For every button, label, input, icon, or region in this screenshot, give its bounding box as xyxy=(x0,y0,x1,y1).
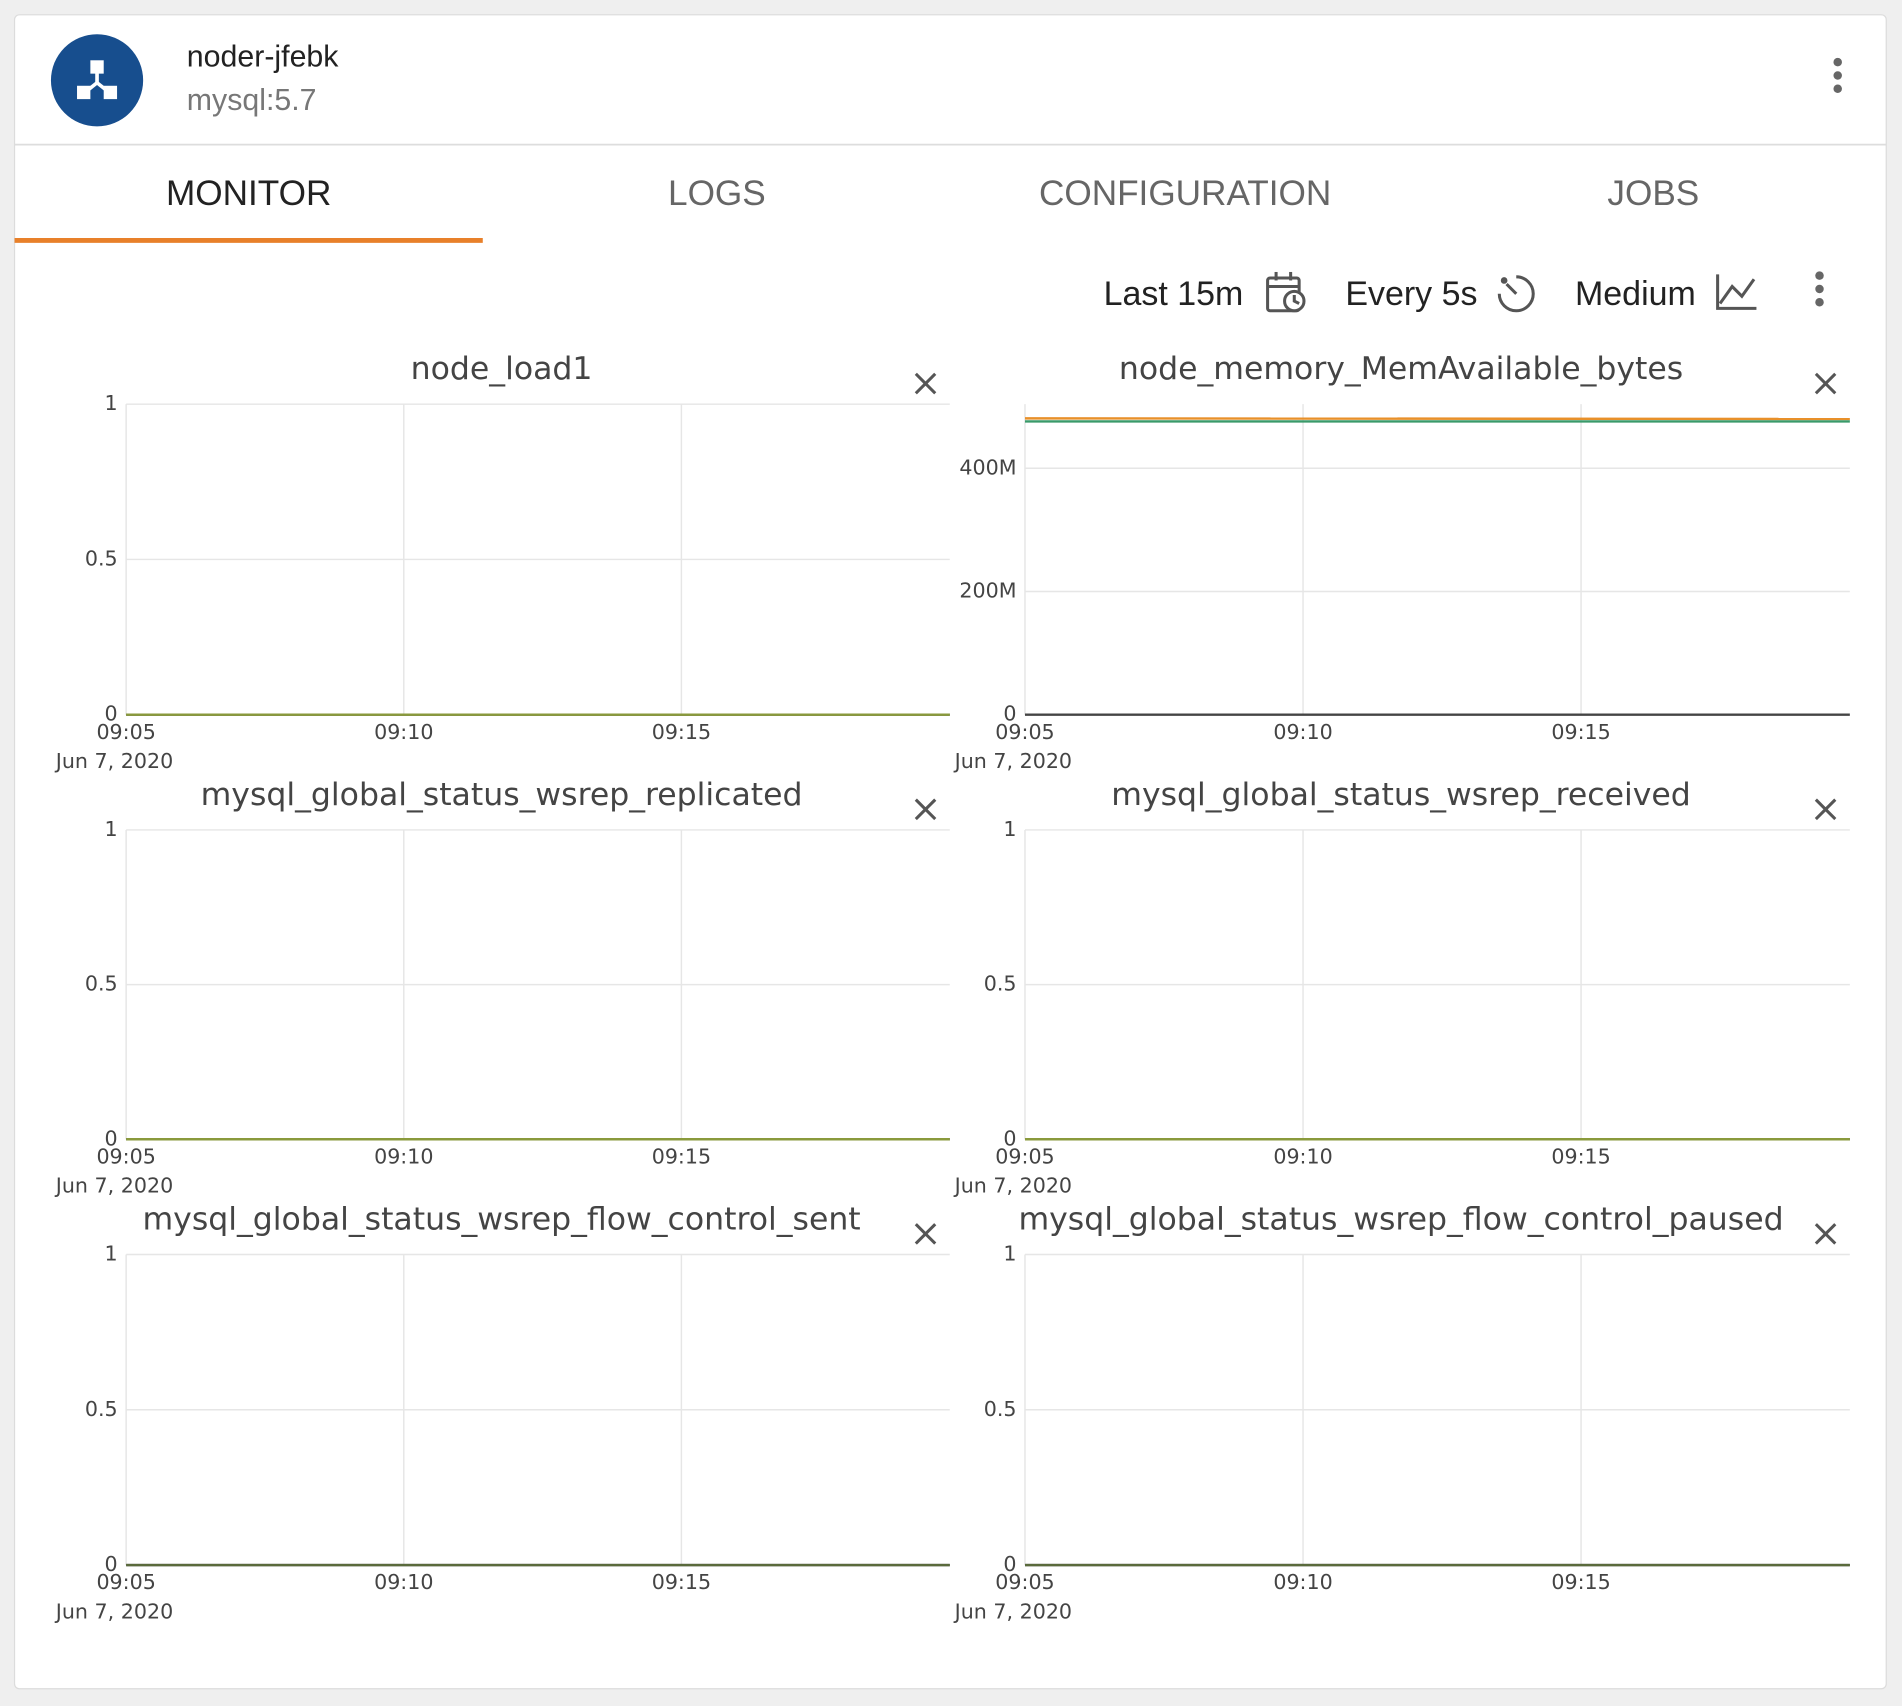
node-name: noder-jfebk xyxy=(187,40,339,73)
y-tick-label: 1 xyxy=(105,1242,118,1266)
chart-title: mysql_global_status_wsrep_flow_control_p… xyxy=(1018,1202,1783,1238)
y-tick-label: 200M xyxy=(959,578,1016,602)
x-date-label: Jun 7, 2020 xyxy=(953,1599,1072,1623)
y-tick-label: 0 xyxy=(1003,1552,1016,1576)
y-tick-label: 1 xyxy=(105,391,118,415)
chart-title: node_load1 xyxy=(411,351,593,387)
x-tick-label: 09:10 xyxy=(1273,720,1332,744)
y-tick-label: 0 xyxy=(105,1126,118,1150)
chart: node_memory_MemAvailable_bytes 09:05 09:10… xyxy=(953,351,1850,773)
y-tick-label: 0.5 xyxy=(984,972,1017,996)
node-image: mysql:5.7 xyxy=(187,84,317,117)
x-tick-label: 09:05 xyxy=(995,720,1054,744)
x-tick-label: 09:10 xyxy=(374,1570,433,1594)
y-tick-label: 0 xyxy=(105,1552,118,1576)
chart-title: mysql_global_status_wsrep_flow_control_s… xyxy=(142,1202,860,1238)
y-tick-label: 1 xyxy=(105,817,118,841)
close-icon xyxy=(914,1223,937,1245)
x-tick-label: 09:15 xyxy=(1551,720,1610,744)
x-date-label: Jun 7, 2020 xyxy=(54,1174,173,1198)
chart: mysql_global_status_wsrep_flow_control_s… xyxy=(54,1202,950,1623)
x-tick-label: 09:10 xyxy=(374,1144,433,1168)
y-tick-label: 0.5 xyxy=(85,972,118,996)
close-chart[interactable] xyxy=(1814,1223,1837,1245)
y-tick-label: 1 xyxy=(1003,1242,1016,1266)
close-chart[interactable] xyxy=(914,798,937,821)
active-tab-indicator xyxy=(14,238,483,243)
y-tick-label: 400M xyxy=(959,455,1016,479)
tab[interactable]: MONITOR xyxy=(166,174,331,213)
close-chart[interactable] xyxy=(1814,372,1837,395)
x-tick-label: 09:15 xyxy=(652,1144,711,1168)
chart-title: mysql_global_status_wsrep_replicated xyxy=(201,777,803,813)
close-icon xyxy=(1814,798,1837,821)
card xyxy=(13,14,1887,1690)
y-tick-label: 1 xyxy=(1003,817,1016,841)
x-tick-label: 09:05 xyxy=(995,1570,1054,1594)
close-icon xyxy=(914,372,937,395)
header-menu[interactable] xyxy=(1833,57,1842,94)
x-tick-label: 09:10 xyxy=(1273,1144,1332,1168)
x-date-label: Jun 7, 2020 xyxy=(54,749,173,773)
x-tick-label: 09:05 xyxy=(96,1570,155,1594)
tab[interactable]: LOGS xyxy=(668,174,766,213)
y-tick-label: 0 xyxy=(105,702,118,726)
close-chart[interactable] xyxy=(914,1223,937,1245)
chart-size-icon[interactable] xyxy=(1716,274,1757,310)
x-date-label: Jun 7, 2020 xyxy=(54,1599,173,1623)
avatar-icon xyxy=(77,60,118,100)
close-icon xyxy=(914,798,937,821)
calendar-icon[interactable] xyxy=(1266,271,1306,313)
series-line xyxy=(1024,417,1850,421)
x-date-label: Jun 7, 2020 xyxy=(953,1174,1072,1198)
close-icon xyxy=(1814,372,1837,395)
y-tick-label: 0.5 xyxy=(984,1397,1017,1421)
refresh-interval[interactable]: Every 5s xyxy=(1345,275,1477,313)
x-tick-label: 09:15 xyxy=(1551,1570,1610,1594)
x-tick-label: 09:05 xyxy=(995,1144,1054,1168)
chart-title: mysql_global_status_wsrep_received xyxy=(1111,777,1691,813)
timer-icon[interactable] xyxy=(1497,275,1535,313)
close-chart[interactable] xyxy=(1814,798,1837,821)
x-tick-label: 09:10 xyxy=(1273,1570,1332,1594)
chart: mysql_global_status_wsrep_replicated 09:0… xyxy=(54,777,950,1198)
chart: mysql_global_status_wsrep_flow_control_p… xyxy=(953,1202,1850,1623)
x-date-label: Jun 7, 2020 xyxy=(953,749,1072,773)
time-range[interactable]: Last 15m xyxy=(1104,275,1244,313)
x-tick-label: 09:15 xyxy=(652,1570,711,1594)
x-tick-label: 09:05 xyxy=(96,1144,155,1168)
y-tick-label: 0 xyxy=(1003,1126,1016,1150)
y-tick-label: 0.5 xyxy=(85,546,118,570)
tab[interactable]: JOBS xyxy=(1607,174,1699,213)
x-tick-label: 09:15 xyxy=(1551,1144,1610,1168)
close-icon xyxy=(1814,1223,1837,1245)
chart-title: node_memory_MemAvailable_bytes xyxy=(1119,351,1683,387)
chart-size[interactable]: Medium xyxy=(1575,275,1696,313)
x-tick-label: 09:15 xyxy=(652,720,711,744)
y-tick-label: 0.5 xyxy=(85,1397,118,1421)
toolbar-menu[interactable] xyxy=(1815,271,1824,307)
y-tick-label: 0 xyxy=(1003,702,1016,726)
close-chart[interactable] xyxy=(914,372,937,395)
tab[interactable]: CONFIGURATION xyxy=(1039,174,1331,213)
x-tick-label: 09:10 xyxy=(374,720,433,744)
chart: node_load1 09:05 09:10 09:15 Jun 7, 2020 0 0.5… xyxy=(54,351,950,773)
x-tick-label: 09:05 xyxy=(96,720,155,744)
